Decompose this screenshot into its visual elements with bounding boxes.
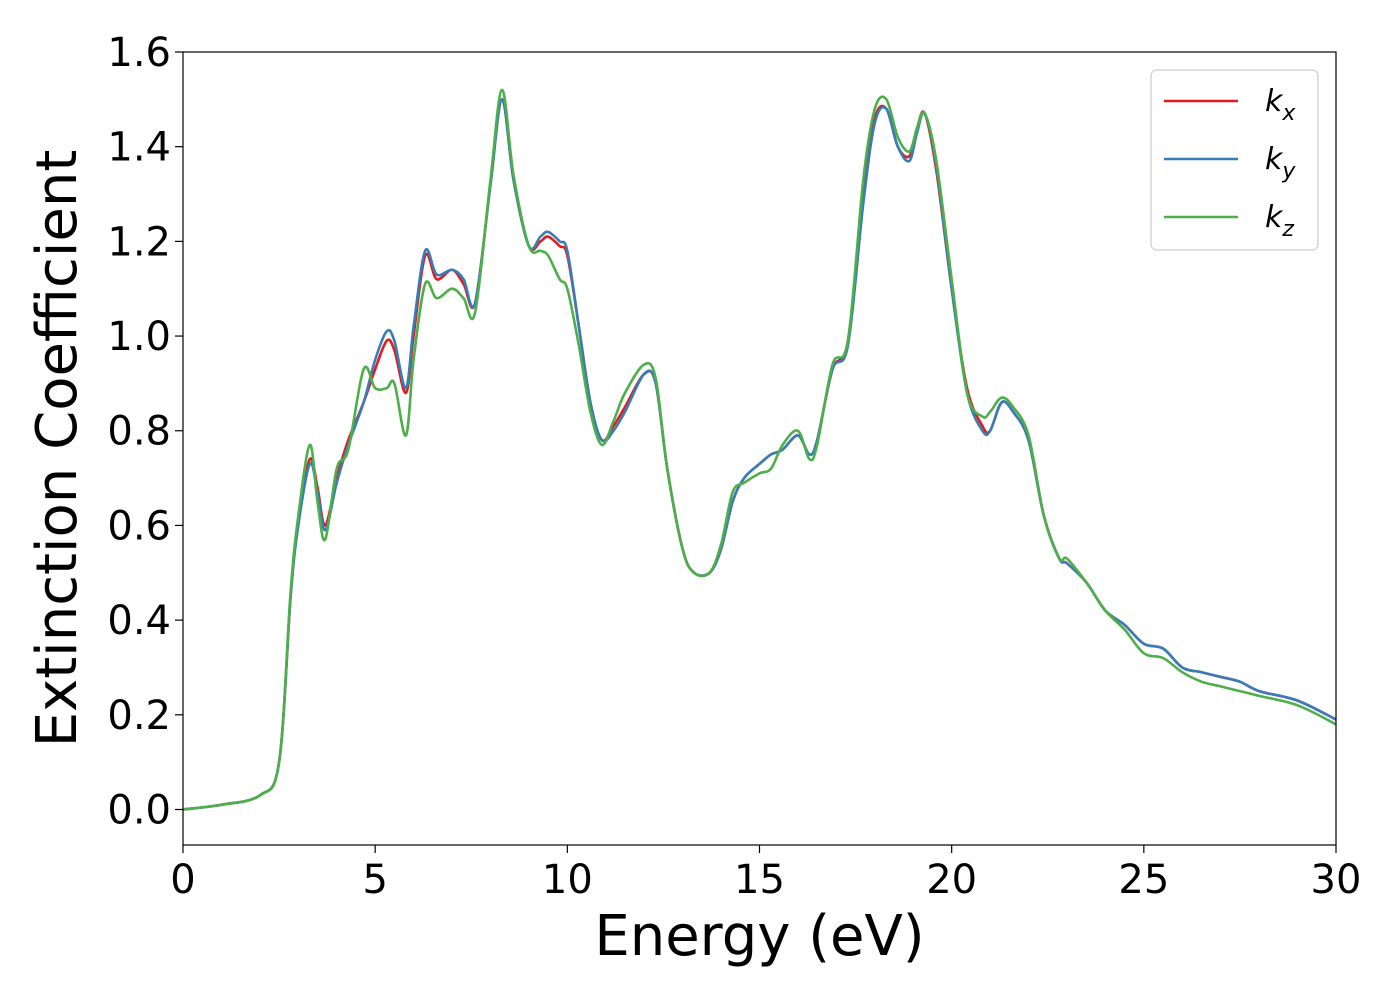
series-layer xyxy=(182,88,1337,811)
y-tick-label: 0.4 xyxy=(107,598,171,644)
axis-ticks: 0 5 10 15 20 25 30 0.0 0.2 0.4 0.6 0.8 1.0 1.2 1.4 1.6 xyxy=(107,30,1361,903)
legend-label-kz: kz xyxy=(1265,200,1294,242)
y-tick-label: 1.4 xyxy=(107,125,171,171)
x-tick-label: 30 xyxy=(1311,857,1362,903)
legend: kx ky kz xyxy=(1150,69,1319,251)
legend-label-ky: ky xyxy=(1265,142,1296,184)
y-tick-label: 1.0 xyxy=(107,314,171,360)
x-axis-title: Energy (eV) xyxy=(594,904,924,969)
y-tick-label: 0.2 xyxy=(107,693,171,739)
y-tick-label: 0.8 xyxy=(107,409,171,455)
y-tick-label: 0.0 xyxy=(107,787,171,833)
y-tick-label: 0.6 xyxy=(107,503,171,549)
x-tick-label: 0 xyxy=(170,857,195,903)
x-tick-label: 10 xyxy=(542,857,593,903)
y-tick-label: 1.6 xyxy=(107,30,171,76)
series-line-kz xyxy=(182,88,1337,811)
x-tick-label: 20 xyxy=(926,857,977,903)
x-tick-label: 5 xyxy=(362,857,387,903)
legend-label-kx: kx xyxy=(1265,84,1296,126)
y-axis-title: Extinction Coefficient xyxy=(25,150,90,748)
x-tick-label: 15 xyxy=(734,857,785,903)
y-tick-label: 1.2 xyxy=(107,219,171,265)
x-tick-label: 25 xyxy=(1118,857,1169,903)
